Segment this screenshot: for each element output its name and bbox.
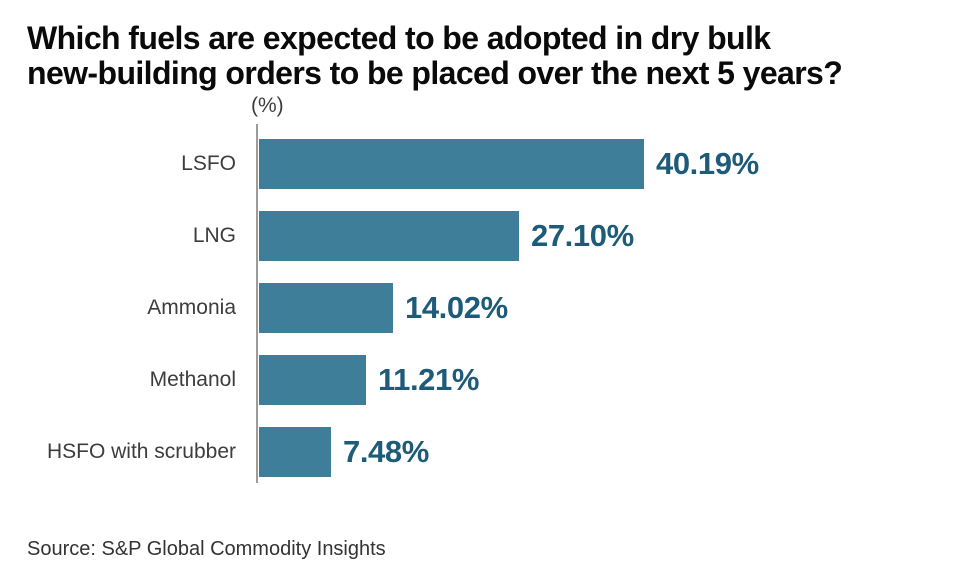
bar bbox=[259, 355, 366, 405]
category-label: HSFO with scrubber bbox=[46, 440, 236, 463]
chart-title-line1: Which fuels are expected to be adopted i… bbox=[27, 20, 771, 56]
source-text: Source: S&P Global Commodity Insights bbox=[27, 538, 386, 560]
bar-row: LNG 27.10% bbox=[0, 211, 759, 261]
bar bbox=[259, 427, 331, 477]
bar-row: Methanol 11.21% bbox=[0, 355, 759, 405]
chart-title: Which fuels are expected to be adopted i… bbox=[27, 20, 843, 91]
value-label: 40.19% bbox=[656, 146, 759, 181]
value-label: 14.02% bbox=[405, 290, 508, 325]
bar bbox=[259, 283, 393, 333]
category-label: LSFO bbox=[181, 152, 236, 175]
bar-row: Ammonia 14.02% bbox=[0, 283, 759, 333]
category-label: LNG bbox=[192, 224, 236, 247]
bar-row: LSFO 40.19% bbox=[0, 139, 759, 189]
bar-chart: LSFO 40.19% LNG 27.10% Ammonia 14.02% Me… bbox=[0, 139, 759, 499]
chart-title-line2: new-building orders to be placed over th… bbox=[27, 54, 843, 91]
category-label: Ammonia bbox=[147, 296, 236, 319]
value-label: 11.21% bbox=[378, 362, 480, 397]
unit-label: (%) bbox=[251, 94, 284, 117]
value-label: 7.48% bbox=[343, 434, 429, 469]
bar-row: HSFO with scrubber 7.48% bbox=[0, 427, 759, 477]
category-label: Methanol bbox=[149, 368, 236, 391]
value-label: 27.10% bbox=[531, 218, 634, 253]
y-axis-line bbox=[256, 124, 258, 483]
bar bbox=[259, 139, 644, 189]
bar bbox=[259, 211, 519, 261]
